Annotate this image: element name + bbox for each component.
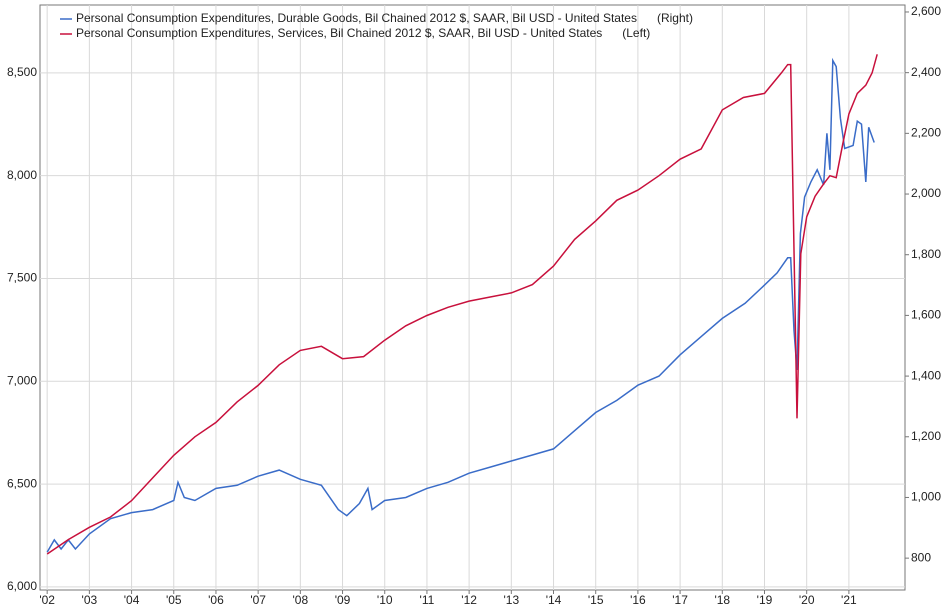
- y2-tick-label: 1,600: [911, 308, 941, 322]
- y2-tick-label: 2,400: [911, 65, 941, 79]
- x-tick-label: '16: [630, 593, 646, 607]
- y2-tick-label: 1,000: [911, 490, 941, 504]
- x-tick-label: '21: [841, 593, 857, 607]
- legend-label: Personal Consumption Expenditures, Durab…: [76, 11, 637, 25]
- y-tick-label: 7,500: [7, 271, 37, 285]
- x-tick-label: '18: [714, 593, 730, 607]
- legend-side: (Left): [622, 26, 650, 40]
- x-tick-label: '05: [166, 593, 182, 607]
- y-tick-label: 7,000: [7, 373, 37, 387]
- x-tick-label: '11: [420, 593, 435, 607]
- y-tick-label: 6,000: [7, 579, 37, 593]
- x-tick-label: '13: [503, 593, 519, 607]
- x-tick-label: '14: [546, 593, 562, 607]
- y-tick-label: 8,500: [7, 65, 37, 79]
- series-line: [46, 54, 878, 555]
- y-tick-label: 8,000: [7, 168, 37, 182]
- y2-tick-label: 2,200: [911, 126, 941, 140]
- x-tick-label: '03: [82, 593, 98, 607]
- series-line: [46, 57, 875, 553]
- y-tick-label: 6,500: [7, 476, 37, 490]
- y2-tick-label: 2,600: [911, 4, 941, 18]
- y2-tick-label: 1,400: [911, 368, 941, 382]
- x-tick-label: '02: [39, 593, 55, 607]
- x-tick-label: '04: [124, 593, 140, 607]
- x-tick-label: '17: [672, 593, 688, 607]
- y2-tick-label: 1,800: [911, 247, 941, 261]
- y2-tick-label: 2,000: [911, 186, 941, 200]
- x-tick-label: '19: [757, 593, 773, 607]
- x-tick-label: '10: [377, 593, 393, 607]
- legend-side: (Right): [657, 11, 693, 25]
- x-tick-label: '07: [250, 593, 266, 607]
- x-tick-label: '08: [293, 593, 309, 607]
- plot-frame: [39, 4, 906, 591]
- legend-label: Personal Consumption Expenditures, Servi…: [76, 26, 602, 40]
- y2-tick-label: 800: [911, 550, 931, 564]
- x-tick-label: '06: [208, 593, 224, 607]
- x-tick-label: '20: [799, 593, 815, 607]
- x-tick-label: '09: [335, 593, 351, 607]
- y2-tick-label: 1,200: [911, 429, 941, 443]
- x-tick-label: '15: [588, 593, 604, 607]
- x-tick-label: '12: [461, 593, 477, 607]
